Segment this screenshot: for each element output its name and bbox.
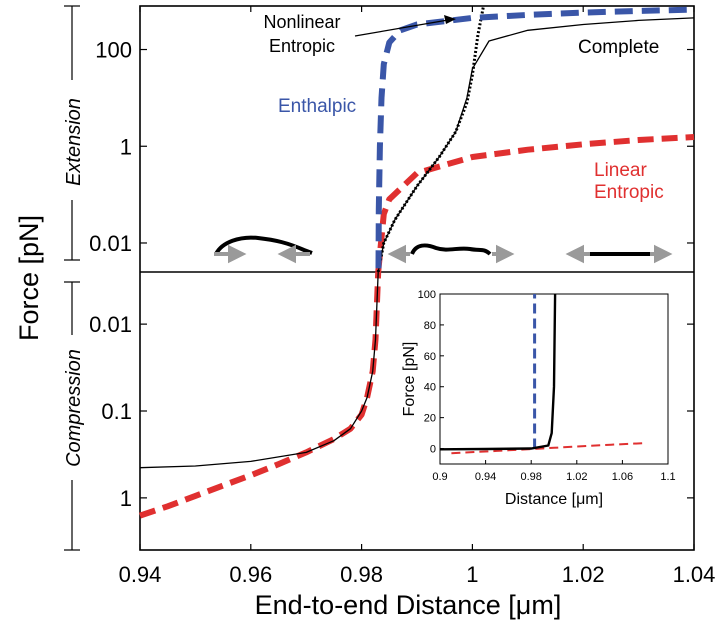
schematic-relaxed — [387, 243, 515, 264]
arrow-left — [277, 244, 310, 264]
inset-x-tick-label: 0.94 — [475, 471, 496, 483]
y-tick-label: 1 — [120, 486, 132, 511]
inset-series-complete — [439, 293, 557, 451]
inset-background — [394, 286, 682, 542]
x-tick-label: 0.94 — [119, 562, 162, 587]
nonlinear-pointer-head — [444, 15, 456, 24]
extension-series-linear-entropic — [375, 134, 695, 273]
schematic-extended — [565, 244, 673, 264]
arrow-right — [492, 244, 515, 264]
compression-bracket — [64, 281, 80, 551]
extension-series-enthalpic — [375, 6, 695, 269]
inset-x-axis-label: Distance [μm] — [505, 491, 603, 508]
extension-bracket — [64, 5, 80, 261]
x-tick-label: 0.96 — [229, 562, 272, 587]
arrow-right — [214, 244, 247, 264]
inset-y-tick-label: 0 — [430, 444, 436, 456]
extension-series-complete — [377, 17, 695, 273]
x-tick-label: 1.04 — [673, 562, 716, 587]
x-tick-label: 1.02 — [562, 562, 605, 587]
inset-x-tick-label: 1.1 — [660, 471, 675, 483]
molecule-sketch — [410, 243, 492, 256]
schematic-compressed — [214, 235, 313, 264]
label-nonlinear-entropic-line2: Entropic — [269, 36, 335, 56]
inset-x-tick-label: 1.06 — [612, 471, 633, 483]
inset-y-tick-label: 80 — [424, 320, 436, 332]
label-enthalpic: Enthalpic — [278, 96, 356, 117]
arrow-right — [650, 244, 673, 264]
x-tick-label: 1 — [466, 562, 478, 587]
inset-x-tick-label: 0.98 — [520, 471, 541, 483]
inset-y-tick-label: 40 — [424, 382, 436, 394]
inset-y-axis-label: Force [pN] — [401, 342, 418, 417]
compression-label: Compression — [63, 349, 85, 467]
x-axis-label: End-to-end Distance [μm] — [255, 590, 562, 620]
arrow-left — [565, 244, 592, 264]
y-tick-label: 100 — [95, 38, 132, 63]
y-tick-label: 0.01 — [89, 312, 132, 337]
inset-x-tick-label: 0.9 — [432, 471, 447, 483]
y-tick-label: 0.01 — [89, 231, 132, 256]
compression-series-linear-entropic — [139, 271, 382, 519]
inset-x-tick-label: 1.02 — [566, 471, 587, 483]
label-complete: Complete — [578, 37, 659, 58]
y-tick-label: 0.1 — [101, 399, 132, 424]
extension-label: Extension — [63, 98, 85, 186]
x-tick-label: 0.98 — [340, 562, 383, 587]
arrow-left — [387, 244, 410, 264]
label-nonlinear-entropic-line1: Nonlinear — [263, 12, 340, 32]
nonlinear-pointer — [354, 19, 449, 37]
compression-series-complete — [139, 271, 379, 469]
y-tick-label: 1 — [120, 134, 132, 159]
extension-series-nonlinear-entropic — [376, 5, 485, 273]
label-linear-entropic-line2: Entropic — [594, 182, 664, 203]
inset-y-tick-label: 100 — [418, 289, 436, 301]
inset-plot: 0.9 0.94 0.98 1.02 1.06 1.1 0 20 40 60 80 100 Dista… — [394, 286, 682, 542]
inset-y-tick-label: 60 — [424, 351, 436, 363]
inset-y-tick-label: 20 — [424, 413, 436, 425]
plot-frame — [139, 5, 695, 551]
label-linear-entropic-line1: Linear — [594, 160, 647, 181]
inset-series-linear-entropic — [451, 442, 646, 455]
y-axis-label: Force [pN] — [14, 215, 44, 341]
